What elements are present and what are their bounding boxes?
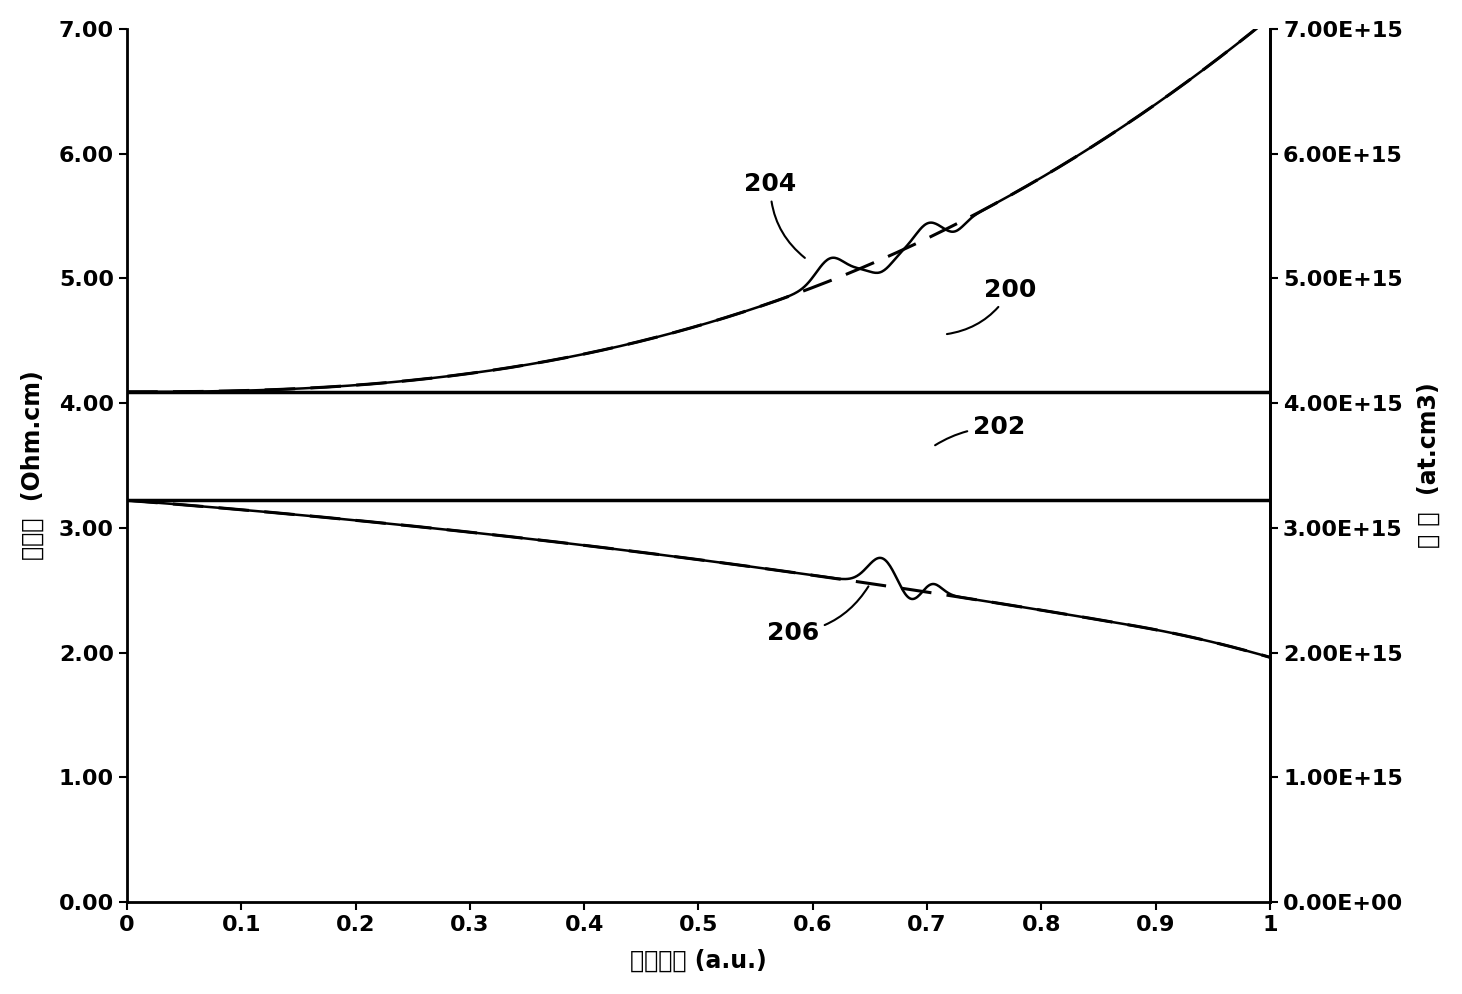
Y-axis label: 电阻率  (Ohm.cm): 电阻率 (Ohm.cm) [20, 371, 45, 561]
Y-axis label: 浓 度  (at.cm3): 浓 度 (at.cm3) [1417, 383, 1442, 549]
Text: 206: 206 [768, 586, 868, 645]
Text: 204: 204 [744, 172, 806, 257]
Text: 202: 202 [936, 415, 1025, 445]
X-axis label: 固体分数 (a.u.): 固体分数 (a.u.) [630, 949, 768, 973]
Text: 200: 200 [947, 278, 1037, 334]
